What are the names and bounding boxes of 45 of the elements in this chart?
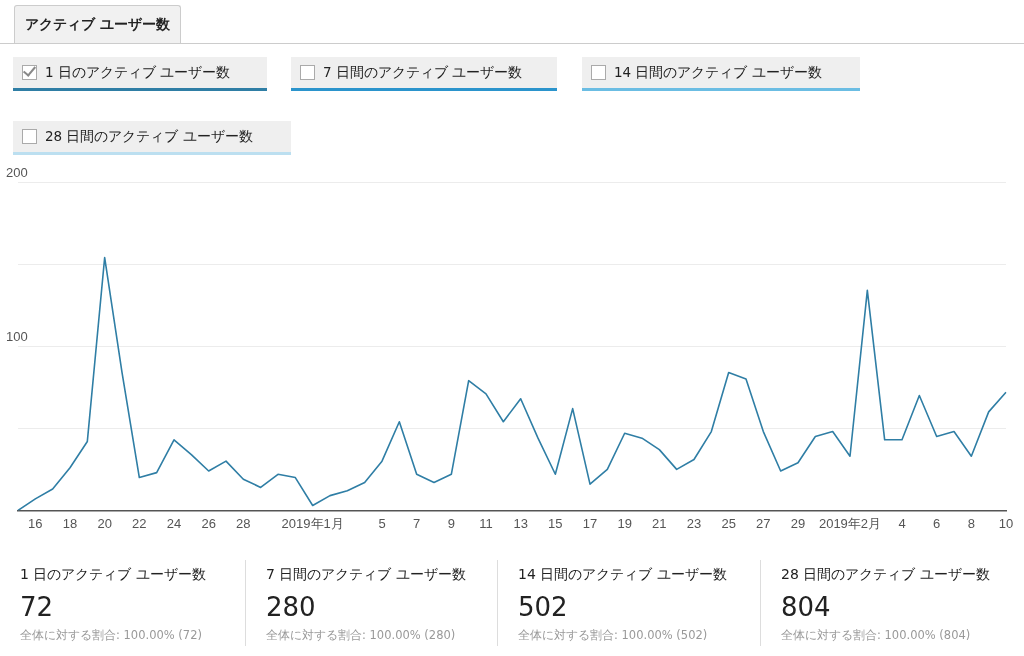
text: 全体に対する割合: 100.00% (280)	[266, 628, 457, 643]
x-tick-label: 6	[933, 515, 941, 531]
x-tick-label: 27	[756, 515, 771, 531]
chart-title: アクティブ ユーザー数	[14, 5, 181, 43]
x-tick-label: 9	[447, 515, 455, 531]
text: 全体に対する割合: 100.00% (72)	[20, 628, 203, 643]
x-tick-label: 10	[998, 515, 1014, 531]
text: 28 日間のアクティブ ユーザー数	[781, 566, 991, 584]
x-tick-label: 26	[201, 515, 216, 531]
text: 全体に対する割合: 100.00% (502)	[518, 628, 709, 643]
x-tick-label: 24	[166, 515, 182, 531]
x-tick-label: 11	[479, 515, 493, 531]
text: 804	[781, 592, 832, 622]
x-tick-label: 18	[62, 515, 78, 531]
x-tick-label: 19	[617, 515, 632, 531]
text: 1 日のアクティブ ユーザー数	[45, 64, 231, 80]
x-tick-label: 5	[378, 515, 386, 531]
text: 72	[20, 592, 55, 622]
x-tick-label: 25	[721, 515, 736, 531]
x-tick-label: 23	[686, 515, 702, 531]
x-tick-label: 4	[898, 515, 906, 531]
x-tick-label: 20	[97, 515, 112, 531]
y-tick-label: 200	[6, 164, 28, 180]
x-tick-label: 8	[967, 515, 975, 531]
x-tick-label: 17	[582, 515, 598, 531]
x-tick-label: 21	[652, 515, 667, 531]
text: 7 日間のアクティブ ユーザー数	[266, 566, 467, 584]
x-tick-label: 15	[548, 515, 563, 531]
text: 14 日間のアクティブ ユーザー数	[518, 566, 728, 584]
x-tick-label: 29	[790, 515, 806, 531]
text: 502	[518, 592, 569, 622]
text: 1 日のアクティブ ユーザー数	[20, 566, 207, 584]
x-tick-label: 13	[513, 515, 528, 531]
y-tick-label: 100	[6, 328, 28, 344]
x-tick-label: 2019年2月	[818, 515, 882, 531]
x-tick-label: 16	[28, 515, 43, 531]
x-tick-label: 22	[132, 515, 147, 531]
text: 7 日間のアクティブ ユーザー数	[323, 64, 523, 80]
text: 28 日間のアクティブ ユーザー数	[45, 128, 253, 144]
text: 14 日間のアクティブ ユーザー数	[614, 64, 822, 80]
x-tick-label: 28	[236, 515, 251, 531]
x-tick-label: 2019年1月	[281, 515, 344, 531]
x-tick-label: 7	[413, 515, 421, 531]
text: 全体に対する割合: 100.00% (804)	[781, 628, 972, 643]
text: 280	[266, 592, 317, 622]
